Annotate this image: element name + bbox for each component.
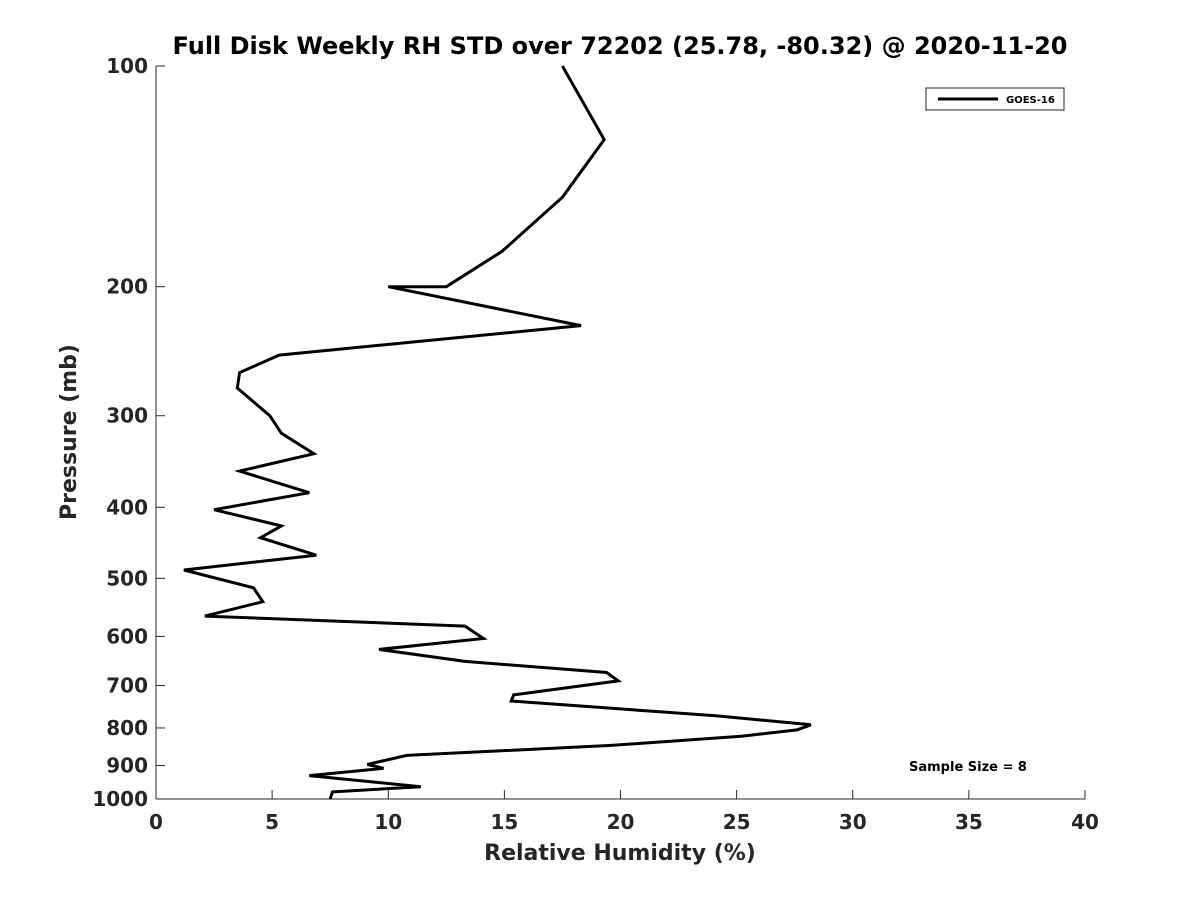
x-tick-label: 40 xyxy=(1071,810,1099,834)
x-tick-label: 30 xyxy=(839,810,867,834)
y-axis-ticks: 100 200 300 400 500 600 700 800 900 1000 xyxy=(92,54,165,811)
x-axis-ticks: 0 5 10 15 20 25 30 35 40 xyxy=(149,790,1099,834)
y-tick-label: 800 xyxy=(106,716,148,740)
x-tick-label: 35 xyxy=(955,810,983,834)
legend-entry-goes-16: GOES-16 xyxy=(1006,95,1055,106)
x-tick-label: 5 xyxy=(265,810,279,834)
x-tick-label: 0 xyxy=(149,810,163,834)
x-tick-label: 20 xyxy=(607,810,635,834)
y-tick-label: 1000 xyxy=(92,787,148,811)
legend: GOES-16 xyxy=(925,87,1065,111)
x-tick-label: 25 xyxy=(723,810,751,834)
y-axis-label: Pressure (mb) xyxy=(57,344,82,520)
y-tick-label: 500 xyxy=(106,566,148,590)
x-axis-label: Relative Humidity (%) xyxy=(484,841,756,866)
x-tick-label: 15 xyxy=(490,810,518,834)
y-tick-label: 100 xyxy=(106,54,148,78)
y-tick-label: 600 xyxy=(106,624,148,648)
x-tick-label: 10 xyxy=(374,810,402,834)
y-tick-label: 300 xyxy=(106,404,148,428)
sample-size-annotation: Sample Size = 8 xyxy=(909,760,1027,775)
series-line-goes-16 xyxy=(183,65,812,800)
y-tick-label: 900 xyxy=(106,753,148,777)
y-tick-label: 400 xyxy=(106,495,148,519)
chart-title: Full Disk Weekly RH STD over 72202 (25.7… xyxy=(173,32,1068,60)
y-tick-label: 700 xyxy=(106,673,148,697)
y-tick-label: 200 xyxy=(106,275,148,299)
plot-axes xyxy=(155,66,1085,800)
